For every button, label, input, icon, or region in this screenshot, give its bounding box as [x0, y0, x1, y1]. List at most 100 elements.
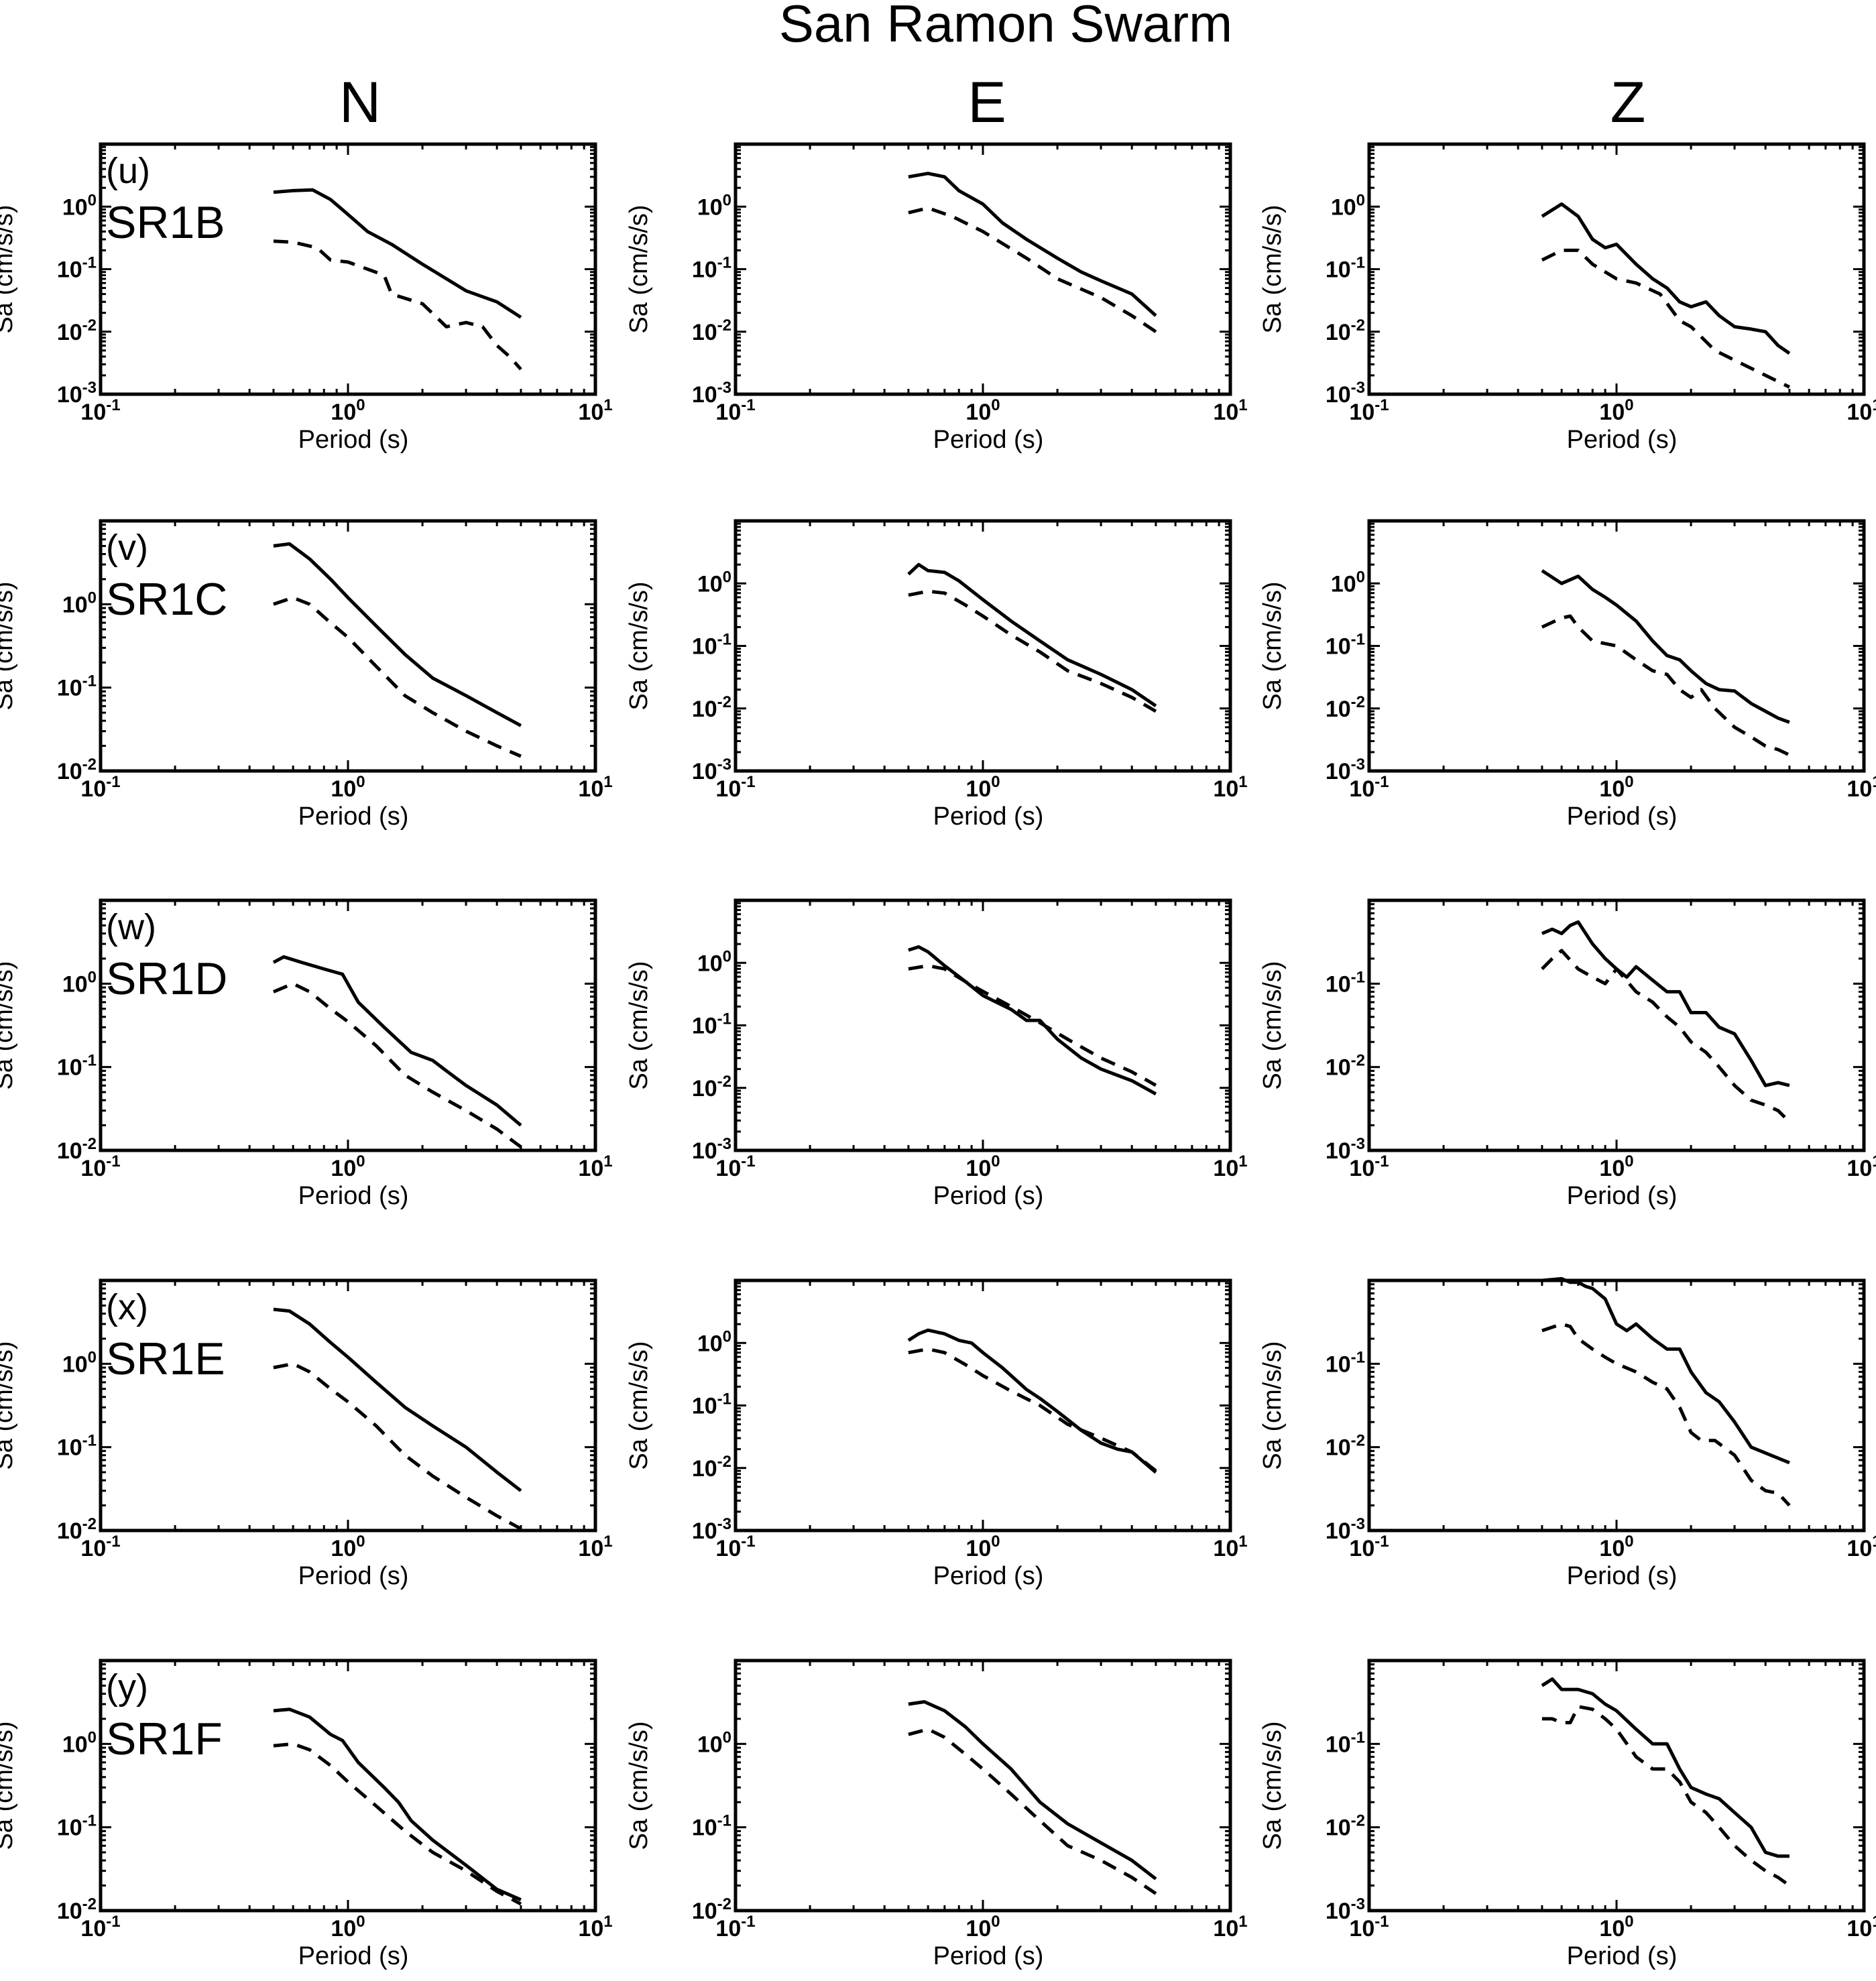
x-tick-label: 10-1 — [715, 396, 755, 425]
x-tick-label: 101 — [1846, 1533, 1876, 1561]
y-axis-label: Sa (cm/s/s) — [1258, 1341, 1287, 1469]
x-tick-label: 101 — [1213, 396, 1247, 425]
y-tick-label: 10-1 — [692, 254, 731, 283]
x-tick-label: 100 — [1599, 1533, 1633, 1561]
x-tick-label: 100 — [331, 1533, 365, 1561]
x-tick-label: 10-1 — [715, 1533, 755, 1561]
y-tick-label: 10-2 — [57, 316, 97, 345]
y-axis-label: Sa (cm/s/s) — [625, 581, 653, 710]
axis-ticks — [1368, 900, 1864, 1152]
series-line-solid — [273, 542, 522, 727]
series-line-solid — [1541, 920, 1790, 1087]
x-tick-label: 100 — [1599, 396, 1633, 425]
y-tick-label: 10-1 — [57, 672, 97, 701]
y-tick-label: 10-1 — [692, 1390, 731, 1419]
plot-frame — [1367, 1278, 1866, 1533]
axis-ticks — [734, 521, 1230, 772]
series-line-solid — [908, 945, 1157, 1095]
x-axis-label: Period (s) — [933, 426, 1044, 454]
axis-ticks — [1368, 1661, 1864, 1912]
x-tick-label: 10-1 — [1349, 1533, 1389, 1561]
series-line-solid — [273, 188, 522, 319]
x-tick-label: 101 — [578, 1913, 612, 1941]
x-tick-label: 101 — [578, 396, 612, 425]
y-tick-label: 100 — [697, 191, 731, 220]
y-tick-label: 10-1 — [1326, 1728, 1365, 1757]
series-line-dashed — [1541, 1705, 1791, 1887]
x-tick-label: 100 — [1599, 773, 1633, 802]
x-tick-label: 10-1 — [80, 1152, 120, 1181]
y-tick-label: 10-2 — [57, 1515, 97, 1544]
panel-letter: (u) — [106, 151, 150, 191]
x-tick-label: 101 — [1846, 1152, 1876, 1181]
y-tick-label: 10-2 — [692, 316, 731, 345]
y-tick-label: 10-1 — [57, 254, 97, 283]
y-tick-label: 10-3 — [692, 379, 731, 408]
x-tick-label: 101 — [1213, 1533, 1247, 1561]
y-tick-label: 10-2 — [1326, 316, 1365, 345]
x-axis-label: Period (s) — [298, 1182, 409, 1210]
y-axis-label: Sa (cm/s/s) — [1258, 581, 1287, 710]
y-tick-label: 100 — [697, 568, 731, 597]
y-tick-label: 10-3 — [692, 1135, 731, 1164]
axis-ticks — [99, 1280, 595, 1532]
y-axis-label: Sa (cm/s/s) — [0, 204, 18, 333]
panel-r3-c2: 10-1 100 101 10-3 10-2 10-1 Period (s) Sa (cm/s… — [1258, 1276, 1876, 1590]
x-tick-label: 10-1 — [80, 1913, 120, 1941]
y-tick-label: 10-1 — [692, 631, 731, 660]
axis-ticks — [99, 521, 595, 772]
y-tick-label: 10-2 — [1326, 1052, 1365, 1081]
plot-frame — [734, 1659, 1232, 1913]
axis-ticks — [99, 144, 595, 396]
y-axis-label: Sa (cm/s/s) — [1258, 204, 1287, 333]
y-axis-label: Sa (cm/s/s) — [625, 961, 653, 1089]
x-tick-label: 101 — [1213, 1152, 1247, 1181]
column-header-n: N — [339, 70, 381, 135]
y-tick-label: 10-2 — [692, 1453, 731, 1482]
y-tick-label: 100 — [1331, 568, 1365, 597]
x-tick-label: 101 — [578, 773, 612, 802]
x-tick-label: 10-1 — [80, 1533, 120, 1561]
y-axis-label: Sa (cm/s/s) — [1258, 961, 1287, 1089]
plot-frame — [1367, 898, 1866, 1152]
y-tick-label: 10-2 — [1326, 693, 1365, 722]
y-axis-label: Sa (cm/s/s) — [0, 961, 18, 1089]
y-tick-label: 10-2 — [57, 756, 97, 784]
series-line-dashed — [273, 239, 522, 371]
x-tick-label: 100 — [965, 1152, 1000, 1181]
station-label: SR1C — [106, 574, 227, 625]
y-tick-label: 10-2 — [1326, 1812, 1365, 1841]
series-line-solid — [273, 1707, 522, 1902]
axis-ticks — [734, 1661, 1230, 1912]
x-tick-label: 100 — [331, 773, 365, 802]
plot-frame — [734, 142, 1232, 396]
y-tick-label: 10-1 — [1326, 1348, 1365, 1377]
series-line-solid — [907, 562, 1157, 707]
y-tick-label: 10-1 — [1326, 968, 1365, 997]
y-tick-label: 10-2 — [692, 693, 731, 722]
y-axis-label: Sa (cm/s/s) — [1258, 1721, 1287, 1850]
panel-r4-c2: 10-1 100 101 10-3 10-2 10-1 Period (s) Sa (cm/s… — [1258, 1659, 1876, 1970]
series-line-solid — [1541, 569, 1790, 724]
plot-frame — [734, 519, 1232, 773]
x-tick-label: 101 — [578, 1533, 612, 1561]
plot-frame — [1367, 142, 1866, 396]
y-tick-label: 10-3 — [1326, 1515, 1365, 1544]
panel-letter: (y) — [106, 1667, 148, 1707]
y-tick-label: 10-1 — [1326, 254, 1365, 283]
series-line-dashed — [1541, 949, 1791, 1124]
panel-letter: (v) — [106, 528, 148, 568]
y-tick-label: 100 — [1331, 191, 1365, 220]
plot-frame — [734, 898, 1232, 1152]
y-tick-label: 100 — [62, 1348, 97, 1377]
y-tick-label: 10-3 — [692, 756, 731, 784]
series-line-dashed — [1541, 1322, 1791, 1507]
x-tick-label: 101 — [1213, 773, 1247, 802]
plot-frame — [734, 1278, 1232, 1533]
x-axis-label: Period (s) — [1567, 426, 1678, 454]
x-tick-label: 10-1 — [80, 396, 120, 425]
plot-frame — [99, 1659, 597, 1913]
